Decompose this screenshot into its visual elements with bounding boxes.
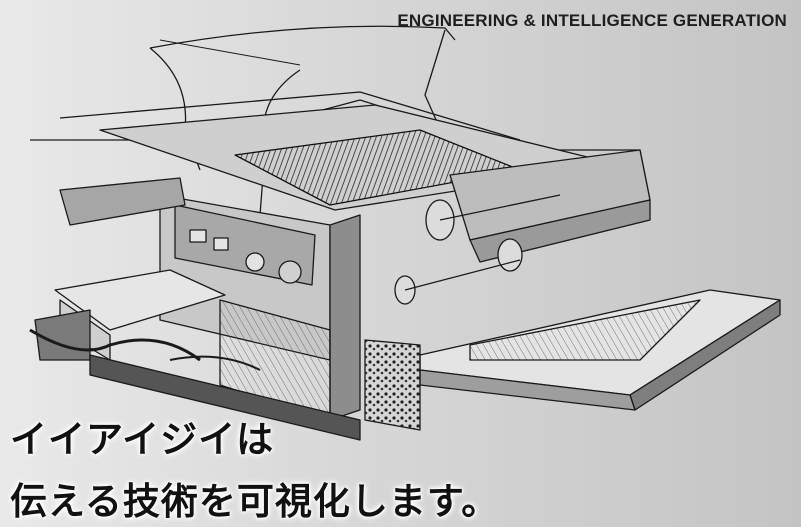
headline-line-1: イイアイジイは [10, 418, 275, 461]
tagline: ENGINEERING & INTELLIGENCE GENERATION [397, 11, 787, 30]
headline-line-2: 伝える技術を可視化します。 [10, 480, 500, 523]
